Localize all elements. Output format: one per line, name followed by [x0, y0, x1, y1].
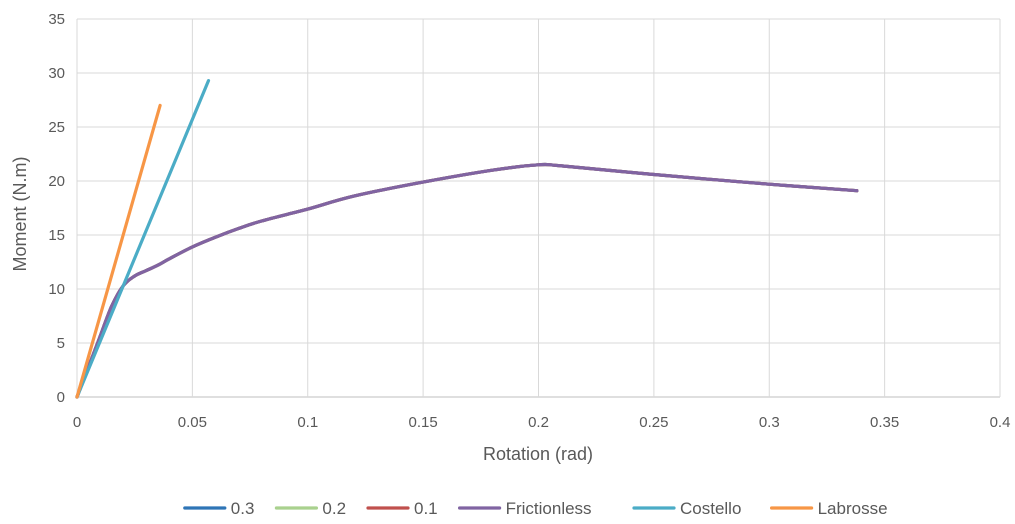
series-line-0-3 [75, 162, 859, 399]
legend-label-labrosse: Labrosse [818, 499, 888, 518]
x-axis-title: Rotation (rad) [483, 444, 593, 464]
y-tick-label: 10 [48, 281, 65, 298]
series-line-0-1 [75, 162, 859, 399]
series-line-0-2 [75, 162, 859, 399]
legend-label-0-3: 0.3 [231, 499, 255, 518]
y-tick-label: 35 [48, 11, 65, 28]
y-tick-label: 30 [48, 65, 65, 82]
tick-labels: 0 5 10 15 20 25 30 35 0 0.05 0.1 0.15 0.2 0.25 0.3 0.35… [48, 11, 1010, 431]
series-line-costello [75, 79, 211, 399]
x-tick-label: 0.25 [639, 414, 668, 431]
series-line-frictionless [75, 162, 859, 399]
legend-label-0-2: 0.2 [322, 499, 346, 518]
legend-label-frictionless: Frictionless [506, 499, 592, 518]
x-tick-label: 0.05 [178, 414, 207, 431]
x-tick-label: 0.4 [990, 414, 1011, 431]
legend: 0.3 0.2 0.1 Frictionless Costello Labrosse [183, 499, 888, 518]
y-axis-title: Moment (N.m) [10, 156, 30, 271]
y-tick-label: 0 [57, 389, 65, 406]
gridlines [76, 18, 1001, 398]
x-tick-label: 0 [73, 414, 81, 431]
y-tick-label: 5 [57, 335, 65, 352]
y-tick-label: 15 [48, 227, 65, 244]
x-tick-label: 0.35 [870, 414, 899, 431]
y-tick-label: 20 [48, 173, 65, 190]
x-tick-label: 0.3 [759, 414, 780, 431]
x-tick-label: 0.15 [409, 414, 438, 431]
x-tick-label: 0.2 [528, 414, 549, 431]
legend-label-costello: Costello [680, 499, 741, 518]
series-line-labrosse [75, 103, 162, 399]
x-tick-label: 0.1 [297, 414, 318, 431]
plot-series [75, 79, 859, 399]
y-tick-label: 25 [48, 119, 65, 136]
legend-label-0-1: 0.1 [414, 499, 438, 518]
